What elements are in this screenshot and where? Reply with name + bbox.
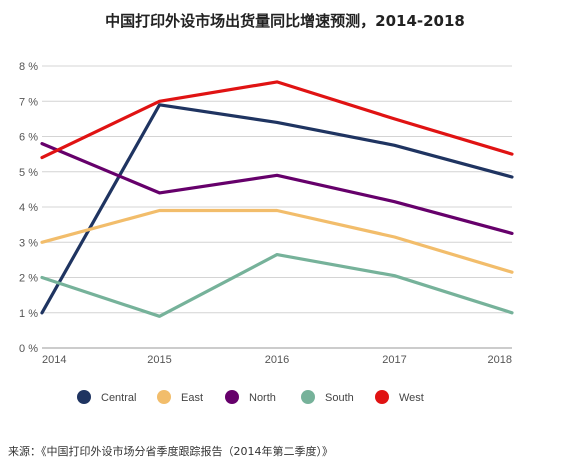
x-tick-label: 2015 [147,354,171,366]
chart-title: 中国打印外设市场出货量同比增速预测，2014-2018 [105,12,465,30]
series-line-west [40,80,514,160]
series-line-central [40,103,514,315]
x-tick-label: 2016 [265,354,289,366]
plot-area [40,80,514,318]
grid [42,65,512,349]
legend-item-east: East [157,390,203,404]
y-tick-label: 3 % [19,237,38,249]
legend-item-north: North [225,390,276,404]
legend-label: South [325,392,354,404]
legend-label: East [181,392,203,404]
legend-label: West [399,392,424,404]
x-tick-label: 2014 [42,354,66,366]
y-tick-label: 7 % [19,96,38,108]
source-note: 来源：《中国打印外设市场分省季度跟踪报告（2014年第二季度）》 [8,444,333,458]
x-tick-label: 2017 [382,354,406,366]
legend-label: North [249,392,276,404]
y-tick-label: 1 % [19,308,38,320]
y-tick-label: 0 % [19,343,38,355]
legend-swatch [301,390,315,404]
series-line-north [40,142,514,235]
legend-swatch [375,390,389,404]
y-tick-label: 4 % [19,202,38,214]
legend-label: Central [101,392,136,404]
legend-swatch [77,390,91,404]
legend-swatch [157,390,171,404]
legend-item-central: Central [77,390,136,404]
y-tick-label: 5 % [19,167,38,179]
y-tick-label: 2 % [19,273,38,285]
legend: Central East North South West [77,390,424,404]
y-tick-label: 6 % [19,132,38,144]
legend-item-west: West [375,390,424,404]
legend-item-south: South [301,390,354,404]
series-line-east [40,208,514,274]
y-axis: 0 % 1 % 2 % 3 % 4 % 5 % 6 % 7 % 8 % [19,61,38,355]
y-tick-label: 8 % [19,61,38,73]
x-tick-label: 2018 [488,354,512,366]
x-axis: 2014 2015 2016 2017 2018 [42,354,512,366]
series-line-south [40,253,514,318]
legend-swatch [225,390,239,404]
